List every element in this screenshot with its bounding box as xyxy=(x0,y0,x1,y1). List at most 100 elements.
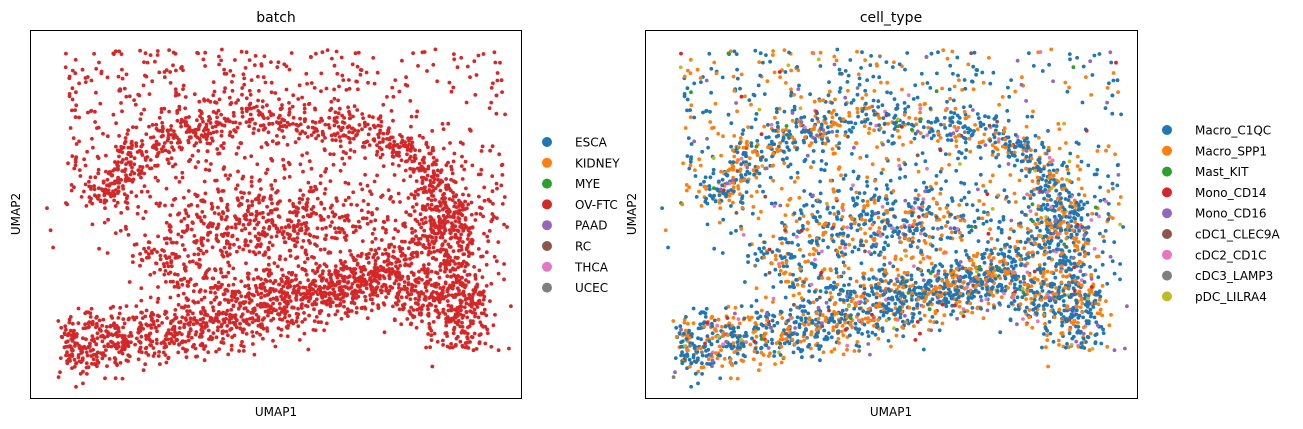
scatter-point-ov-ftc xyxy=(396,229,400,234)
scatter-point-ov-ftc xyxy=(303,231,308,236)
scatter-point-ov-ftc xyxy=(496,271,501,276)
scatter-point-ov-ftc xyxy=(184,211,189,216)
scatter-point-ov-ftc xyxy=(328,206,333,210)
scatter-point-macro-c1qc xyxy=(871,98,876,103)
scatter-point-ov-ftc xyxy=(229,347,234,352)
scatter-point-ov-ftc xyxy=(228,328,233,332)
scatter-point-ov-ftc xyxy=(397,163,401,168)
scatter-point-ov-ftc xyxy=(305,304,310,309)
scatter-point-ov-ftc xyxy=(169,127,173,132)
scatter-point-macro-spp1 xyxy=(954,144,959,149)
scatter-point-ov-ftc xyxy=(312,86,317,90)
scatter-point-ov-ftc xyxy=(225,215,229,219)
scatter-point-ov-ftc xyxy=(253,318,258,323)
scatter-point-macro-spp1 xyxy=(750,150,755,154)
scatter-point-ov-ftc xyxy=(203,289,208,293)
scatter-point-ov-ftc xyxy=(224,329,229,334)
scatter-point-ov-ftc xyxy=(468,340,472,344)
scatter-point-ov-ftc xyxy=(105,251,110,255)
scatter-point-macro-spp1 xyxy=(755,153,760,158)
scatter-point-ov-ftc xyxy=(289,219,294,224)
scatter-point-ov-ftc xyxy=(406,196,411,200)
scatter-point-ov-ftc xyxy=(458,339,463,344)
scatter-point-macro-c1qc xyxy=(837,141,842,146)
scatter-point-ov-ftc xyxy=(267,227,271,231)
scatter-point-ov-ftc xyxy=(84,337,88,342)
scatter-point-ov-ftc xyxy=(211,331,216,335)
scatter-point-ov-ftc xyxy=(190,220,195,225)
scatter-point-macro-spp1 xyxy=(953,106,958,111)
scatter-point-macro-c1qc xyxy=(1020,152,1025,157)
scatter-point-ov-ftc xyxy=(429,190,434,195)
scatter-point-ov-ftc xyxy=(392,281,397,286)
scatter-point-macro-spp1 xyxy=(780,261,785,265)
scatter-point-ov-ftc xyxy=(249,154,254,159)
scatter-point-ov-ftc xyxy=(187,323,192,327)
scatter-point-ov-ftc xyxy=(167,255,172,260)
scatter-point-ov-ftc xyxy=(323,237,328,242)
scatter-point-ov-ftc xyxy=(412,167,417,172)
scatter-point-ov-ftc xyxy=(99,329,103,333)
scatter-point-ov-ftc xyxy=(126,128,130,133)
scatter-point-ov-ftc xyxy=(66,161,70,166)
scatter-point-macro-c1qc xyxy=(818,289,823,293)
scatter-point-ov-ftc xyxy=(371,255,376,260)
scatter-point-ov-ftc xyxy=(311,291,315,296)
scatter-point-ov-ftc xyxy=(77,343,81,348)
scatter-point-cdc2-cd1c xyxy=(739,156,744,161)
scatter-point-ov-ftc xyxy=(154,261,159,266)
scatter-point-ov-ftc xyxy=(109,344,114,349)
scatter-point-ov-ftc xyxy=(237,349,242,353)
scatter-point-ov-ftc xyxy=(210,245,215,250)
scatter-point-ov-ftc xyxy=(191,299,196,304)
scatter-point-ov-ftc xyxy=(185,309,190,313)
scatter-point-ov-ftc xyxy=(296,219,301,223)
scatter-point-ov-ftc xyxy=(366,260,371,265)
scatter-point-ov-ftc xyxy=(275,65,280,69)
scatter-point-ov-ftc xyxy=(433,304,438,309)
scatter-point-ov-ftc xyxy=(265,167,270,172)
scatter-point-ov-ftc xyxy=(370,231,375,236)
scatter-point-ov-ftc xyxy=(454,342,458,347)
scatter-point-ov-ftc xyxy=(121,145,126,150)
scatter-point-ov-ftc xyxy=(88,311,93,316)
scatter-point-ov-ftc xyxy=(166,149,171,154)
scatter-point-ov-ftc xyxy=(230,88,235,93)
scatter-point-ov-ftc xyxy=(404,75,408,80)
scatter-point-macro-c1qc xyxy=(832,280,836,285)
scatter-point-ov-ftc xyxy=(473,277,478,281)
scatter-point-macro-c1qc xyxy=(834,267,839,272)
scatter-point-ov-ftc xyxy=(99,71,104,76)
scatter-point-macro-spp1 xyxy=(1025,226,1030,231)
scatter-point-ov-ftc xyxy=(345,281,350,285)
scatter-point-ov-ftc xyxy=(459,330,464,335)
scatter-point-ov-ftc xyxy=(142,171,147,176)
scatter-point-ov-ftc xyxy=(410,226,414,231)
scatter-point-ov-ftc xyxy=(359,68,364,72)
scatter-point-ov-ftc xyxy=(174,175,178,180)
scatter-point-ov-ftc xyxy=(182,325,187,330)
scatter-point-ov-ftc xyxy=(214,295,219,300)
scatter-point-ov-ftc xyxy=(480,275,485,280)
scatter-point-ov-ftc xyxy=(233,225,238,230)
scatter-point-ov-ftc xyxy=(416,64,420,68)
scatter-point-ov-ftc xyxy=(409,305,413,310)
scatter-point-ov-ftc xyxy=(149,135,153,140)
scatter-point-ov-ftc xyxy=(490,212,495,216)
scatter-point-macro-c1qc xyxy=(996,252,1001,256)
scatter-point-ov-ftc xyxy=(427,325,432,330)
scatter-point-macro-spp1 xyxy=(977,140,982,145)
scatter-point-ov-ftc xyxy=(180,229,185,234)
scatter-point-ov-ftc xyxy=(173,308,178,312)
scatter-point-ov-ftc xyxy=(96,156,101,161)
scatter-point-macro-spp1 xyxy=(936,139,940,143)
scatter-point-ov-ftc xyxy=(405,317,410,321)
scatter-point-ov-ftc xyxy=(384,228,388,232)
scatter-point-ov-ftc xyxy=(451,222,455,227)
scatter-point-ov-ftc xyxy=(147,255,151,260)
scatter-point-ov-ftc xyxy=(312,300,317,304)
scatter-point-ov-ftc xyxy=(438,170,443,175)
scatter-point-ov-ftc xyxy=(332,293,337,298)
scatter-point-ov-ftc xyxy=(358,182,363,186)
scatter-point-ov-ftc xyxy=(277,257,282,261)
